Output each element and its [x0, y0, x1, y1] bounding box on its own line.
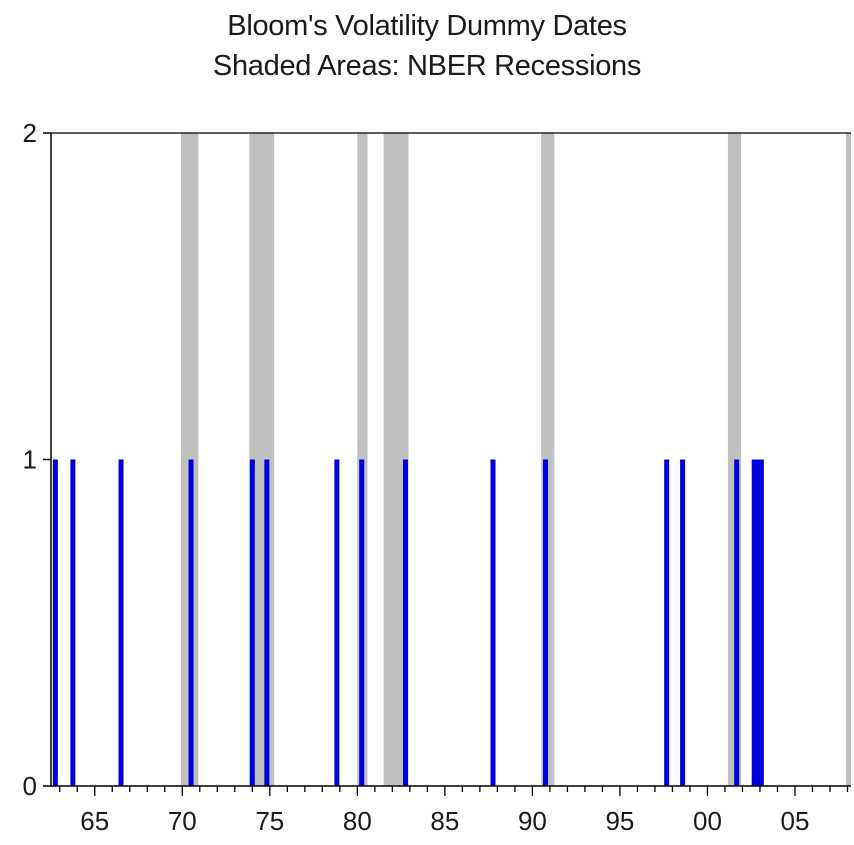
dummy-bar-12: [680, 459, 686, 786]
dummy-bar-15: [756, 459, 762, 786]
y-tick-label-1: 1: [23, 445, 37, 475]
dummy-bar-0: [52, 459, 58, 786]
x-tick-label-8: 05: [781, 806, 810, 836]
recession-shading-layer: [180, 133, 851, 786]
dummy-bar-11: [664, 459, 670, 786]
x-tick-label-6: 95: [605, 806, 634, 836]
dummy-bars-layer: [52, 459, 764, 786]
dummy-bar-8: [402, 459, 408, 786]
dummy-bar-3: [188, 459, 194, 786]
dummy-bar-2: [118, 459, 124, 786]
chart-subtitle: Shaded Areas: NBER Recessions: [212, 50, 642, 82]
recession-band-6: [846, 133, 851, 786]
dummy-bar-10: [543, 459, 549, 786]
dummy-bar-4: [249, 459, 255, 786]
dummy-bar-6: [334, 459, 340, 786]
chart-title: Bloom's Volatility Dummy Dates: [227, 10, 627, 42]
dummy-bar-1: [70, 459, 76, 786]
dummy-bar-13: [734, 459, 740, 786]
x-tick-label-4: 85: [430, 806, 459, 836]
x-tick-label-5: 90: [518, 806, 547, 836]
x-tick-label-0: 65: [80, 806, 109, 836]
dummy-bar-7: [359, 459, 365, 786]
dummy-bar-14: [751, 459, 757, 786]
dummy-bar-5: [264, 459, 270, 786]
x-tick-label-3: 80: [343, 806, 372, 836]
y-tick-label-2: 2: [23, 118, 37, 148]
dummy-bar-16: [758, 459, 764, 786]
x-tick-label-7: 00: [693, 806, 722, 836]
y-tick-label-0: 0: [23, 771, 37, 801]
x-tick-label-1: 70: [168, 806, 197, 836]
axes-layer: 0 1 2 65 70 75 80 85 90 95 00 05: [23, 118, 851, 836]
dummy-bar-9: [490, 459, 496, 786]
x-tick-label-2: 75: [255, 806, 284, 836]
